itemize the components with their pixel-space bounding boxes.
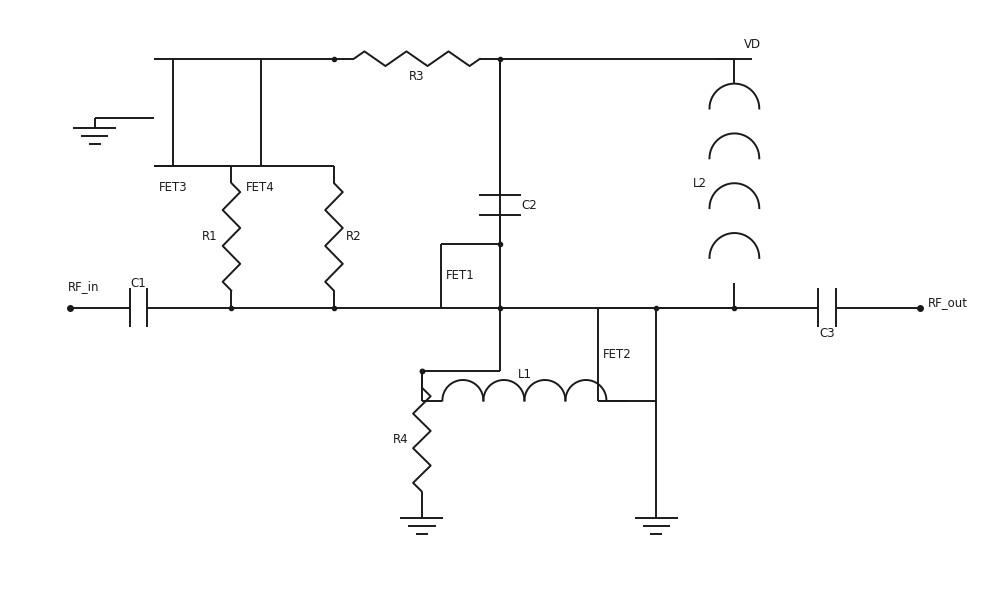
Text: L1: L1 bbox=[517, 368, 531, 381]
Text: FET2: FET2 bbox=[603, 347, 631, 361]
Text: C2: C2 bbox=[521, 199, 537, 212]
Text: R2: R2 bbox=[346, 231, 361, 244]
Text: VD: VD bbox=[744, 38, 761, 51]
Text: R3: R3 bbox=[409, 70, 425, 83]
Text: L2: L2 bbox=[693, 177, 707, 190]
Text: C3: C3 bbox=[819, 327, 835, 340]
Text: RF_in: RF_in bbox=[67, 280, 99, 293]
Text: FET1: FET1 bbox=[446, 269, 475, 282]
Text: R4: R4 bbox=[393, 433, 408, 446]
Text: R1: R1 bbox=[202, 231, 218, 244]
Text: FET4: FET4 bbox=[246, 181, 275, 194]
Text: RF_out: RF_out bbox=[928, 296, 968, 310]
Text: FET3: FET3 bbox=[159, 181, 187, 194]
Text: C1: C1 bbox=[131, 277, 147, 290]
